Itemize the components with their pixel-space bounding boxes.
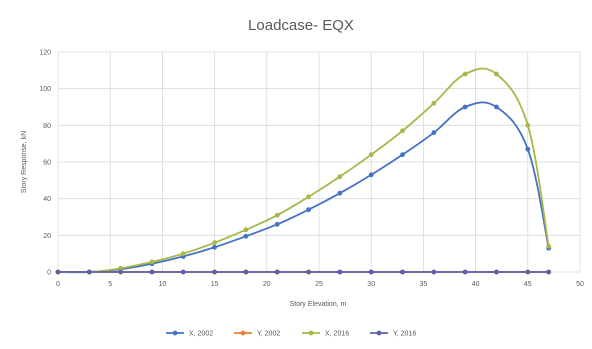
legend-label: Y, 2016 [393, 331, 416, 338]
legend-marker [172, 330, 178, 336]
legend: X, 2002 Y, 2002 X, 2016 Y, 2016 [166, 331, 416, 338]
data-point [431, 100, 437, 106]
gridlines [57, 51, 581, 273]
data-point [462, 104, 468, 110]
data-point [274, 269, 280, 275]
data-point [212, 269, 218, 275]
data-point [525, 146, 531, 152]
y-tick-label: 120 [39, 50, 51, 57]
series-line [57, 67, 550, 274]
data-point [306, 269, 311, 275]
data-point [494, 269, 499, 275]
data-point [118, 269, 124, 275]
y-tick-label: 40 [43, 196, 51, 203]
data-point [400, 152, 405, 158]
data-point [462, 71, 468, 77]
x-tick-label: 10 [159, 281, 167, 288]
data-point [212, 244, 218, 250]
legend-label: X, 2002 [189, 331, 213, 338]
data-point [337, 269, 343, 275]
y-tick-label: 60 [43, 160, 51, 167]
data-point [180, 269, 186, 275]
data-point [149, 259, 155, 265]
x-tick-label: 5 [108, 281, 112, 288]
data-point [180, 251, 186, 257]
data-point [243, 233, 249, 239]
y-tick-label: 80 [43, 123, 51, 130]
data-point [400, 128, 405, 134]
data-point [212, 240, 218, 246]
data-point [274, 221, 280, 227]
data-point [368, 152, 374, 158]
data-point [337, 190, 343, 196]
data-point [494, 104, 499, 110]
data-point [400, 269, 405, 275]
data-point [86, 269, 92, 275]
x-tick-label: 45 [524, 281, 532, 288]
data-point [494, 71, 499, 77]
data-point [546, 243, 552, 249]
x-tick-label: 40 [472, 281, 480, 288]
data-point [243, 227, 249, 233]
legend-marker [240, 330, 246, 336]
data-point [118, 265, 124, 271]
x-axis-label: Story Elevation, m [290, 301, 347, 308]
data-point [546, 269, 552, 275]
chart-title: Loadcase- EQX [248, 17, 354, 34]
axes: 0 20 40 60 80 100 120 0 5 10 15 20 25 30 35 40 45 50 [39, 50, 584, 289]
x-tick-label: 50 [576, 281, 584, 288]
data-point [525, 269, 531, 275]
y-tick-label: 100 [39, 86, 51, 93]
legend-item: X, 2002 [166, 331, 213, 338]
data-point [149, 269, 155, 275]
legend-item: Y, 2002 [234, 331, 280, 338]
data-point [306, 194, 311, 200]
data-point [306, 207, 311, 213]
data-point [368, 269, 374, 275]
x-tick-label: 30 [367, 281, 375, 288]
x-tick-label: 20 [263, 281, 271, 288]
legend-label: Y, 2002 [257, 331, 280, 338]
data-point [431, 269, 437, 275]
data-point [431, 130, 437, 136]
data-point [368, 172, 374, 178]
x-tick-label: 25 [315, 281, 323, 288]
legend-label: X, 2016 [325, 331, 349, 338]
x-tick-label: 0 [56, 281, 60, 288]
legend-item: Y, 2016 [370, 331, 416, 338]
data-point [55, 269, 61, 275]
y-tick-label: 0 [47, 270, 51, 277]
x-tick-label: 15 [211, 281, 219, 288]
y-tick-label: 20 [43, 233, 51, 240]
data-point [274, 212, 280, 218]
x-tick-label: 35 [420, 281, 428, 288]
series-group [55, 67, 552, 275]
legend-marker [376, 330, 382, 336]
data-point [243, 269, 249, 275]
legend-marker [308, 330, 314, 336]
data-point [525, 122, 531, 128]
y-axis-label: Story Response, kN [21, 131, 28, 193]
legend-item: X, 2016 [302, 331, 349, 338]
data-point [337, 174, 343, 180]
data-point [462, 269, 468, 275]
series-y-2016 [55, 269, 552, 275]
